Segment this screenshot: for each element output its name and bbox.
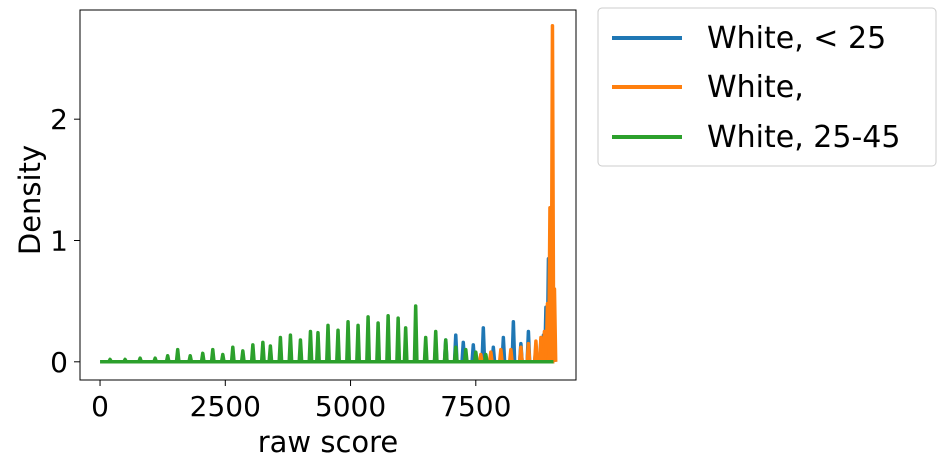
- series-1-spike-3: [507, 347, 514, 362]
- legend-entry-0: White, < 25: [707, 21, 886, 56]
- x-axis-label: raw score: [258, 425, 399, 459]
- plot-frame: [79, 9, 577, 381]
- series-2-spike-23: [355, 323, 362, 362]
- y-tick-label-0: 0: [50, 346, 68, 379]
- series-2-spike-2: [137, 356, 144, 363]
- series-1-spike-5: [525, 341, 532, 362]
- series-2-spike-11: [239, 349, 246, 363]
- series-2-spike-33: [452, 345, 459, 362]
- legend-entry-1: White,: [707, 70, 804, 105]
- series-2-spike-7: [199, 351, 206, 363]
- series-2-spike-25: [375, 321, 382, 362]
- series-2-spike-13: [259, 340, 266, 362]
- series-2-spike-28: [402, 326, 409, 362]
- series-2-spike-22: [345, 320, 352, 362]
- legend-box: [597, 7, 937, 167]
- series-1-spike-4: [517, 345, 524, 362]
- series-2-spike-19: [314, 330, 321, 362]
- x-tick-label-1: 2500: [190, 390, 261, 423]
- series-2-spike-15: [277, 335, 284, 362]
- series-2-spike-20: [325, 323, 331, 362]
- series-2-spike-6: [187, 353, 194, 363]
- series-2-spike-27: [395, 316, 402, 362]
- series-0-spike-5: [480, 326, 487, 362]
- x-tick-label-3: 7500: [440, 390, 511, 423]
- series-1-spike-2: [497, 347, 504, 362]
- series-2-spike-35: [472, 350, 479, 363]
- series-2-spike-26: [385, 313, 392, 362]
- series-2-spike-5: [174, 347, 181, 362]
- y-tick-label-2: 2: [50, 103, 68, 136]
- series-2-spike-24: [365, 315, 372, 362]
- series-1-spike-0: [477, 352, 484, 363]
- series-1-spike-1: [487, 350, 494, 363]
- legend: White, < 25 White, White, 25-45: [597, 7, 937, 167]
- series-2-spike-3: [152, 356, 159, 363]
- series-2-spike-4: [164, 353, 171, 363]
- series-2-spike-18: [307, 329, 314, 362]
- series-2-spike-32: [442, 338, 449, 362]
- series-2-spike-14: [267, 344, 274, 362]
- series-2-spike-0: [107, 357, 113, 363]
- series-2-spike-12: [249, 343, 256, 362]
- series-1-spike-11: [549, 24, 556, 362]
- y-axis-label: Density: [13, 145, 47, 255]
- x-axis: 0 2500 5000 7500: [91, 380, 511, 423]
- series-2-spike-29: [412, 304, 419, 362]
- series-0-spike-8: [510, 320, 517, 362]
- series-2-spike-1: [122, 357, 128, 363]
- series-2-spike-34: [462, 347, 469, 362]
- series-2-spike-30: [422, 335, 429, 362]
- series-2-spike-8: [209, 347, 216, 362]
- series-2-spike-10: [229, 345, 236, 362]
- series-2-spike-16: [287, 333, 294, 362]
- y-tick-label-1: 1: [50, 224, 68, 257]
- series-2-spike-36: [482, 352, 489, 363]
- series-2-spike-9: [219, 352, 226, 363]
- series-1-spike-7: [537, 335, 544, 362]
- y-axis: 0 1 2: [50, 103, 80, 379]
- series-1-spike-6: [532, 339, 539, 362]
- series-1-spike-12: [551, 287, 558, 362]
- plot-layer: [100, 24, 558, 364]
- series-2-spike-31: [432, 329, 439, 362]
- series-2-spike-17: [297, 338, 304, 362]
- x-tick-label-2: 5000: [315, 390, 386, 423]
- x-tick-label-0: 0: [91, 390, 109, 423]
- series-2-spike-21: [335, 328, 342, 362]
- legend-entry-2: White, 25-45: [707, 120, 900, 155]
